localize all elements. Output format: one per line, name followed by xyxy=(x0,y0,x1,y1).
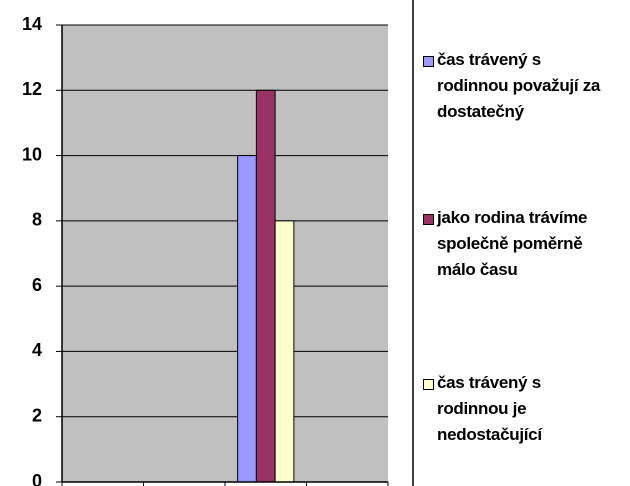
legend-entry: čas trávený s rodinnou považují za dosta… xyxy=(423,47,608,125)
legend-label: čas trávený s rodinnou je nedostačující xyxy=(437,373,542,444)
y-tick-label: 8 xyxy=(32,210,42,230)
bar xyxy=(274,220,295,483)
legend-label: jako rodina trávíme společně poměrně mál… xyxy=(437,208,588,279)
y-tick-label: 4 xyxy=(32,340,42,360)
legend-swatch xyxy=(423,214,434,225)
y-tick-label: 10 xyxy=(22,144,42,164)
legend-swatch xyxy=(423,379,434,390)
y-tick-label: 2 xyxy=(32,405,42,425)
plot-area xyxy=(62,25,388,482)
y-tick-label: 14 xyxy=(22,14,42,34)
legend-label: čas trávený s rodinnou považují za dosta… xyxy=(437,50,601,121)
y-tick-label: 6 xyxy=(32,275,42,295)
legend-swatch xyxy=(423,56,434,67)
y-tick-label: 0 xyxy=(32,471,42,486)
bar xyxy=(255,89,276,483)
legend-entry: jako rodina trávíme společně poměrně mál… xyxy=(423,205,608,283)
legend-entry: čas trávený s rodinnou je nedostačující xyxy=(423,370,608,448)
bar xyxy=(237,155,257,483)
y-tick-label: 12 xyxy=(22,79,42,99)
